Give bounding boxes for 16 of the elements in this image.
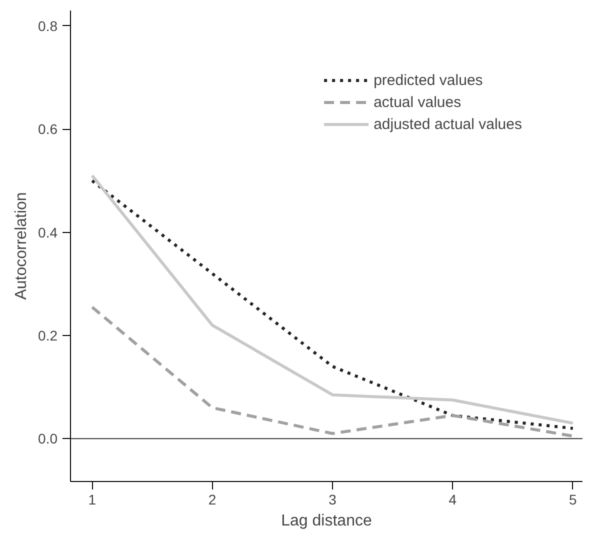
line-series [90, 306, 574, 438]
y-tick-label: 0.4 [38, 224, 58, 240]
legend-label: adjusted actual values [374, 116, 522, 132]
x-tick-label: 2 [208, 492, 216, 508]
y-tick-label: 0.8 [38, 18, 58, 34]
x-axis-title: Lag distance [281, 512, 372, 530]
y-tick-label: 0.0 [38, 430, 58, 447]
y-tick-label: 0.2 [38, 328, 58, 344]
legend-label: predicted values [374, 72, 483, 88]
x-tick-label: 4 [448, 492, 457, 508]
legend-label: actual values [374, 94, 462, 110]
y-axis-title: Autocorrelation [13, 192, 30, 300]
x-tick-label: 5 [568, 492, 577, 508]
x-tick-label: 1 [88, 492, 96, 508]
x-tick-label: 3 [328, 492, 337, 508]
y-tick-label: 0.6 [38, 121, 58, 138]
